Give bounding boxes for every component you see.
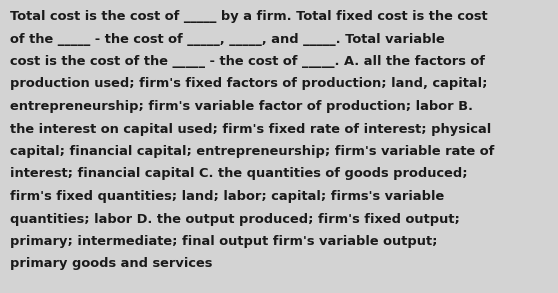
Text: the interest on capital used; firm's fixed rate of interest; physical: the interest on capital used; firm's fix… [10,122,491,135]
Text: interest; financial capital C. the quantities of goods produced;: interest; financial capital C. the quant… [10,168,468,180]
Text: Total cost is the cost of _____ by a firm. Total fixed cost is the cost: Total cost is the cost of _____ by a fir… [10,10,488,23]
Text: quantities; labor D. the output produced; firm's fixed output;: quantities; labor D. the output produced… [10,212,460,226]
Text: firm's fixed quantities; land; labor; capital; firms's variable: firm's fixed quantities; land; labor; ca… [10,190,444,203]
Text: primary goods and services: primary goods and services [10,258,213,270]
Text: cost is the cost of the _____ - the cost of _____. A. all the factors of: cost is the cost of the _____ - the cost… [10,55,485,68]
Text: of the _____ - the cost of _____, _____, and _____. Total variable: of the _____ - the cost of _____, _____,… [10,33,445,45]
Text: entrepreneurship; firm's variable factor of production; labor B.: entrepreneurship; firm's variable factor… [10,100,473,113]
Text: capital; financial capital; entrepreneurship; firm's variable rate of: capital; financial capital; entrepreneur… [10,145,494,158]
Text: production used; firm's fixed factors of production; land, capital;: production used; firm's fixed factors of… [10,78,488,91]
Text: primary; intermediate; final output firm's variable output;: primary; intermediate; final output firm… [10,235,437,248]
